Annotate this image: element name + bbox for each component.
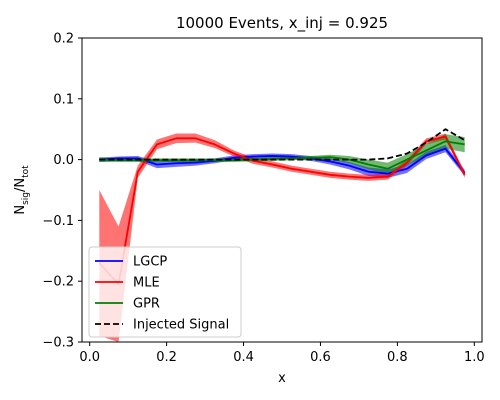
lgcp-line <box>99 147 466 175</box>
legend-label-lgcp: LGCP <box>133 255 167 270</box>
y-axis-label-slash: /N <box>13 178 28 192</box>
y-tick-label: 0.1 <box>53 92 74 107</box>
chart-title: 10000 Events, x_inj = 0.925 <box>176 14 388 33</box>
y-axis-label-sub-sig: sig <box>21 192 31 205</box>
x-tick-label: 0.8 <box>387 350 408 365</box>
y-tick-label: −0.1 <box>42 214 74 229</box>
x-tick-label: 1.0 <box>464 350 485 365</box>
x-tick-label: 0.4 <box>233 350 254 365</box>
x-axis-label: x <box>278 371 286 386</box>
x-tick-label: 0.6 <box>310 350 331 365</box>
legend-label-gpr: GPR <box>133 297 160 312</box>
y-tick-label: −0.2 <box>42 275 74 290</box>
gpr-line <box>99 140 465 170</box>
injected-signal-line <box>99 128 466 161</box>
mle-line <box>98 135 466 286</box>
plot-frame <box>81 37 483 343</box>
x-tick-label: 0.0 <box>79 350 100 365</box>
legend: LGCP MLE GPR Injected Signal <box>88 246 242 338</box>
y-tick-label: 0.2 <box>53 32 74 47</box>
y-axis-label: Nsig/Ntot <box>13 165 31 215</box>
legend-box <box>88 246 242 338</box>
y-tick-label: 0.0 <box>53 153 74 168</box>
x-tick-label: 0.2 <box>156 350 177 365</box>
legend-label-mle: MLE <box>133 276 160 291</box>
y-axis-label-main: N <box>13 205 28 215</box>
legend-label-injected-signal: Injected Signal <box>133 318 229 333</box>
y-axis-label-sub-tot: tot <box>21 165 31 178</box>
y-tick-label: −0.3 <box>42 336 74 351</box>
